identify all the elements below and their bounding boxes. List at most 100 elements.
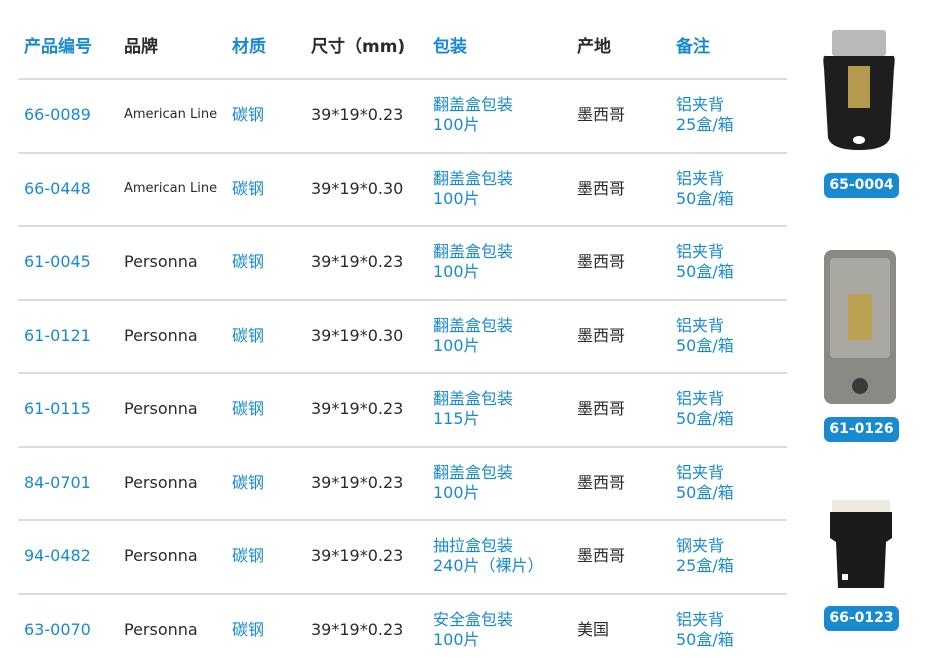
cell-pack-line: 翻盖盒包装 xyxy=(433,315,514,335)
cell-brand: Personna xyxy=(124,619,198,639)
cell-pack-line: 100片 xyxy=(433,482,480,502)
header-origin: 产地 xyxy=(577,37,611,57)
cell-material: 碳钢 xyxy=(232,178,265,198)
cell-pack: 翻盖盒包装 115片 xyxy=(433,389,513,429)
cell-code: 61-0115 xyxy=(24,399,91,418)
cell-note-line: 25盒/箱 xyxy=(676,556,734,575)
cell-origin: 墨西哥 xyxy=(577,178,626,198)
header-brand: 品牌 xyxy=(124,37,158,57)
cell-size: 39*19*0.23 xyxy=(311,619,404,639)
cell-note-line: 50盒/箱 xyxy=(676,262,734,281)
cell-pack: 翻盖盒包装 100片 xyxy=(433,316,513,356)
cell-note-line: 钢夹背 xyxy=(676,536,725,555)
cell-pack-line: 240片（裸片） xyxy=(433,556,544,575)
cell-note: 铝夹背 50盒/箱 xyxy=(676,610,734,650)
cell-note-line: 铝夹背 xyxy=(676,168,725,188)
product-badge: 66-0123 xyxy=(824,606,899,631)
cell-origin: 墨西哥 xyxy=(577,399,626,418)
cell-pack: 安全盒包装 100片 xyxy=(433,610,513,650)
cell-pack-line: 100片 xyxy=(433,262,480,281)
cell-pack-line: 100片 xyxy=(433,335,480,355)
header-material: 材质 xyxy=(232,37,266,57)
cell-note-line: 50盒/箱 xyxy=(676,629,734,649)
cell-pack: 翻盖盒包装 100片 xyxy=(433,242,513,282)
cell-brand: Personna xyxy=(124,252,198,271)
row-divider xyxy=(18,299,787,301)
cell-note-line: 25盒/箱 xyxy=(676,115,734,134)
cell-pack-line: 翻盖盒包装 xyxy=(433,95,514,114)
row-divider xyxy=(18,372,787,374)
cell-origin: 墨西哥 xyxy=(577,325,626,345)
cell-pack: 翻盖盒包装 100片 xyxy=(433,169,513,209)
product-badge: 65-0004 xyxy=(824,173,899,198)
cell-note-line: 50盒/箱 xyxy=(676,335,734,355)
header-packaging: 包装 xyxy=(433,37,467,57)
cell-size: 39*19*0.23 xyxy=(311,105,404,124)
cell-size: 39*19*0.23 xyxy=(311,546,404,565)
cell-note: 钢夹背 25盒/箱 xyxy=(676,536,734,576)
cell-pack-line: 翻盖盒包装 xyxy=(433,462,514,482)
cell-note-line: 50盒/箱 xyxy=(676,188,734,208)
cell-code: 66-0089 xyxy=(24,105,91,124)
cell-note: 铝夹背 50盒/箱 xyxy=(676,169,734,209)
cell-brand: Personna xyxy=(124,325,198,345)
cell-pack-line: 翻盖盒包装 xyxy=(433,242,514,261)
cell-pack-line: 100片 xyxy=(433,188,480,208)
row-divider xyxy=(18,519,787,521)
cell-pack-line: 100片 xyxy=(433,115,480,134)
cell-size: 39*19*0.23 xyxy=(311,472,404,492)
gray-scraper-icon xyxy=(824,250,896,404)
row-divider xyxy=(18,152,787,154)
cell-pack: 抽拉盒包装 240片（裸片） xyxy=(433,536,544,576)
black-mini-scraper-icon xyxy=(830,500,892,588)
header-code: 产品编号 xyxy=(24,37,92,57)
cell-pack-line: 翻盖盒包装 xyxy=(433,168,514,188)
cell-note-line: 50盒/箱 xyxy=(676,409,734,428)
cell-origin: 墨西哥 xyxy=(577,546,626,565)
cell-size: 39*19*0.23 xyxy=(311,399,404,418)
cell-note-line: 铝夹背 xyxy=(676,315,725,335)
row-divider xyxy=(18,593,787,595)
cell-pack-line: 安全盒包装 xyxy=(433,609,514,629)
cell-code: 63-0070 xyxy=(24,619,91,639)
row-divider xyxy=(18,78,787,80)
cell-material: 碳钢 xyxy=(232,399,265,418)
cell-size: 39*19*0.30 xyxy=(311,178,404,198)
cell-pack: 翻盖盒包装 100片 xyxy=(433,95,513,135)
cell-note: 铝夹背 50盒/箱 xyxy=(676,242,734,282)
cell-material: 碳钢 xyxy=(232,105,265,124)
row-divider xyxy=(18,446,787,448)
cell-origin: 美国 xyxy=(577,619,610,639)
cell-code: 61-0045 xyxy=(24,252,91,271)
cell-pack-line: 翻盖盒包装 xyxy=(433,389,514,408)
product-badge: 61-0126 xyxy=(824,417,899,442)
cell-code: 94-0482 xyxy=(24,546,91,565)
cell-note-line: 铝夹背 xyxy=(676,462,725,482)
cell-note-line: 铝夹背 xyxy=(676,609,725,629)
header-notes: 备注 xyxy=(676,37,710,57)
cell-pack-line: 100片 xyxy=(433,629,480,649)
cell-code: 84-0701 xyxy=(24,472,91,492)
cell-material: 碳钢 xyxy=(232,546,265,565)
cell-size: 39*19*0.30 xyxy=(311,325,404,345)
cell-note: 铝夹背 50盒/箱 xyxy=(676,316,734,356)
cell-size: 39*19*0.23 xyxy=(311,252,404,271)
cell-pack: 翻盖盒包装 100片 xyxy=(433,463,513,503)
cell-pack-line: 115片 xyxy=(433,409,480,428)
cell-material: 碳钢 xyxy=(232,619,265,639)
cell-material: 碳钢 xyxy=(232,252,265,271)
cell-code: 61-0121 xyxy=(24,325,91,345)
row-divider xyxy=(18,225,787,227)
cell-note: 铝夹背 50盒/箱 xyxy=(676,463,734,503)
cell-note: 铝夹背 25盒/箱 xyxy=(676,95,734,135)
cell-brand: Personna xyxy=(124,399,198,418)
cell-note-line: 50盒/箱 xyxy=(676,482,734,502)
cell-brand: Personna xyxy=(124,546,198,565)
cell-note-line: 铝夹背 xyxy=(676,389,725,408)
cell-note-line: 铝夹背 xyxy=(676,95,725,114)
cell-code: 66-0448 xyxy=(24,178,91,198)
cell-pack-line: 抽拉盒包装 xyxy=(433,536,514,555)
cell-origin: 墨西哥 xyxy=(577,252,626,271)
black-scraper-icon xyxy=(823,30,895,150)
